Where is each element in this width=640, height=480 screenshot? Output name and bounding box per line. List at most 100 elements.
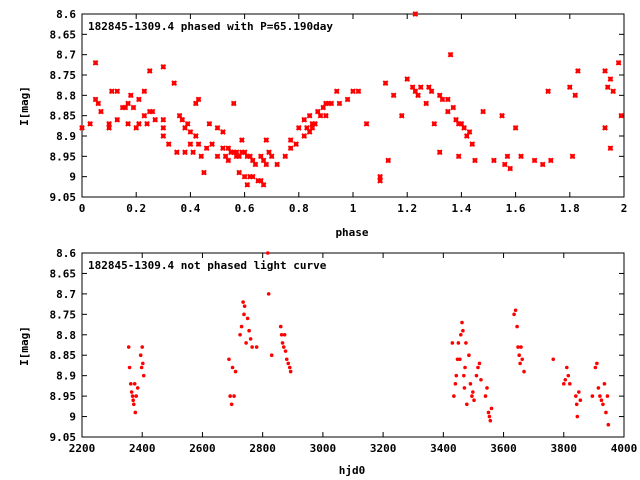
phased-data-point <box>461 125 467 131</box>
phased-data-point <box>314 108 321 115</box>
phased-y-tick-label: 9.05 <box>50 191 77 204</box>
unphased-data-point <box>564 365 569 370</box>
phased-data-point <box>412 11 419 17</box>
phased-data-point <box>258 177 264 184</box>
phased-data-point <box>249 173 256 180</box>
unphased-data-point <box>489 406 494 411</box>
unphased-data-point <box>460 320 464 325</box>
phased-data-point <box>463 133 470 139</box>
unphased-data-point <box>126 345 131 349</box>
unphased-data-point <box>465 402 469 407</box>
phased-data-point <box>287 145 294 152</box>
unphased-data-point <box>288 369 293 374</box>
unphased-data-point <box>468 382 473 386</box>
phased-x-tick-label: 0 <box>79 202 86 215</box>
phased-data-point <box>122 104 129 111</box>
phased-data-point <box>230 100 237 107</box>
phased-data-point <box>236 169 243 176</box>
phased-data-point <box>160 125 167 131</box>
phased-data-point <box>225 157 232 164</box>
phased-data-point <box>295 125 302 131</box>
phased-x-tick-label: 1.6 <box>506 202 526 215</box>
unphased-data-point <box>134 394 138 398</box>
unphased-data-point <box>129 390 134 394</box>
unphased-x-tick-label: 2800 <box>249 442 276 455</box>
unphased-data-point <box>450 341 455 345</box>
phased-chart-title: 182845-1309.4 phased with P=65.190day <box>88 20 333 33</box>
phased-data-point <box>436 149 443 156</box>
phased-data-point <box>179 116 186 123</box>
unphased-y-tick-label: 8.8 <box>56 329 76 342</box>
phased-data-point <box>174 149 180 156</box>
phased-data-point <box>450 104 457 111</box>
phased-data-point <box>385 157 392 164</box>
unphased-y-tick-label: 8.95 <box>50 390 77 403</box>
unphased-data-point <box>135 386 140 390</box>
unphased-data-point <box>238 332 242 337</box>
phased-data-point <box>141 88 148 95</box>
unphased-data-point <box>463 365 467 370</box>
unphased-data-point <box>133 410 138 415</box>
unphased-data-point <box>598 394 602 398</box>
unphased-y-tick-label: 9.05 <box>50 431 77 444</box>
unphased-data-point <box>472 398 476 403</box>
phased-data-point <box>301 116 308 123</box>
phased-x-tick-label: 1 <box>350 202 357 215</box>
phased-data-point <box>607 76 614 82</box>
phased-data-point <box>95 100 102 107</box>
unphased-data-point <box>483 394 488 398</box>
phased-data-point <box>152 116 159 123</box>
unphased-data-point <box>513 308 518 313</box>
phased-data-point <box>455 153 462 160</box>
phased-data-point <box>439 96 446 103</box>
phased-data-point <box>125 120 131 127</box>
unphased-light-curve-panel: 182845-1309.4 not phased light curve hjd… <box>18 247 637 477</box>
unphased-data-point <box>141 361 145 366</box>
unphased-data-point <box>604 410 608 415</box>
phased-data-point <box>377 173 383 180</box>
unphased-y-tick-label: 8.6 <box>56 247 76 260</box>
unphased-data-point <box>227 357 231 362</box>
unphased-data-point <box>561 382 566 386</box>
phased-data-point <box>428 88 435 95</box>
unphased-data-point <box>479 377 483 382</box>
phased-data-point <box>136 120 142 127</box>
phased-data-point <box>466 129 473 135</box>
unphased-data-point <box>458 332 463 337</box>
unphased-data-point <box>242 304 247 308</box>
phased-data-point <box>206 120 213 127</box>
phased-data-point <box>160 116 167 123</box>
phased-data-point <box>363 120 370 127</box>
phased-data-point <box>282 153 289 160</box>
unphased-data-point <box>518 361 522 366</box>
phased-x-tick-label: 0.8 <box>289 202 309 215</box>
unphased-data-point <box>232 394 236 398</box>
phased-data-point <box>607 145 614 152</box>
phased-data-point <box>195 96 202 103</box>
phased-data-point <box>610 88 616 95</box>
unphased-data-point <box>250 345 254 349</box>
phased-light-curve-panel: 182845-1309.4 phased with P=65.190day ph… <box>18 8 627 239</box>
unphased-data-point <box>281 345 286 349</box>
unphased-data-point <box>228 394 232 398</box>
unphased-data-point <box>269 353 274 358</box>
unphased-chart-title: 182845-1309.4 not phased light curve <box>88 259 327 272</box>
phased-data-point <box>445 96 451 103</box>
unphased-y-tick-label: 9 <box>69 411 76 424</box>
phased-y-tick-label: 8.65 <box>50 28 77 41</box>
unphased-x-tick-label: 3000 <box>310 442 337 455</box>
unphased-data-point <box>593 365 598 370</box>
phased-data-point <box>469 141 476 147</box>
phased-data-point <box>539 161 546 168</box>
unphased-x-tick-label: 3800 <box>551 442 578 455</box>
phased-y-axis-label: I[mag] <box>18 86 31 126</box>
unphased-data-point <box>229 402 234 407</box>
unphased-data-point <box>462 373 466 378</box>
unphased-data-point <box>284 357 289 362</box>
phased-data-point <box>92 59 99 66</box>
phased-data-point <box>203 145 210 152</box>
unphased-data-point <box>512 312 516 317</box>
phased-data-point <box>569 153 576 160</box>
phased-data-point <box>209 141 215 147</box>
